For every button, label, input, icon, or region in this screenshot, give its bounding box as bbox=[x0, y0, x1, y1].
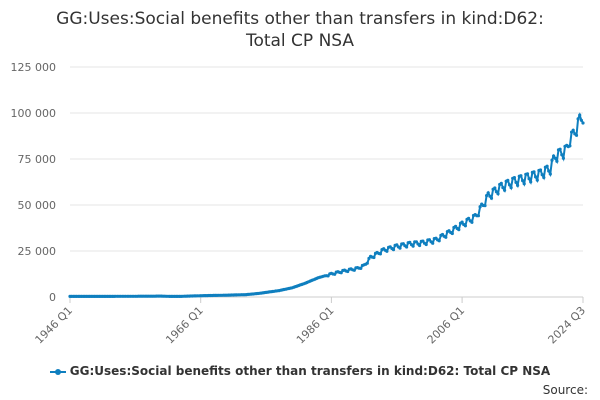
data-point[interactable] bbox=[547, 169, 551, 173]
data-point[interactable] bbox=[555, 159, 559, 163]
x-tick-label: 1986 Q1 bbox=[294, 304, 337, 347]
data-point[interactable] bbox=[398, 246, 402, 250]
data-point[interactable] bbox=[463, 224, 467, 228]
data-point[interactable] bbox=[457, 228, 461, 232]
data-point[interactable] bbox=[333, 272, 337, 276]
y-tick-label: 50 000 bbox=[18, 199, 57, 212]
data-point[interactable] bbox=[418, 243, 422, 248]
chart-title: GG:Uses:Social benefits other than trans… bbox=[0, 8, 600, 52]
data-point[interactable] bbox=[501, 186, 505, 190]
data-point[interactable] bbox=[534, 175, 538, 179]
data-point[interactable] bbox=[532, 170, 536, 174]
data-point[interactable] bbox=[571, 128, 575, 132]
data-point[interactable] bbox=[424, 242, 428, 247]
data-point[interactable] bbox=[579, 118, 584, 122]
data-point[interactable] bbox=[437, 239, 441, 243]
data-point[interactable] bbox=[574, 133, 579, 137]
data-point[interactable] bbox=[365, 261, 369, 265]
data-point[interactable] bbox=[506, 178, 510, 182]
data-point[interactable] bbox=[444, 235, 448, 239]
data-point[interactable] bbox=[359, 266, 363, 270]
data-point[interactable] bbox=[514, 180, 518, 184]
data-point[interactable] bbox=[414, 240, 418, 244]
data-point[interactable] bbox=[431, 241, 435, 245]
data-point[interactable] bbox=[542, 175, 546, 180]
data-point[interactable] bbox=[503, 188, 507, 192]
data-point[interactable] bbox=[346, 269, 350, 274]
x-tick-label: 1946 Q1 bbox=[33, 304, 76, 347]
data-point[interactable] bbox=[527, 177, 531, 181]
data-point[interactable] bbox=[525, 172, 530, 176]
data-point[interactable] bbox=[486, 191, 490, 195]
data-point[interactable] bbox=[519, 174, 523, 178]
data-point[interactable] bbox=[509, 186, 513, 190]
data-point[interactable] bbox=[550, 158, 554, 162]
data-point[interactable] bbox=[548, 172, 552, 176]
data-point[interactable] bbox=[496, 192, 500, 196]
data-point[interactable] bbox=[372, 255, 376, 260]
legend[interactable]: GG:Uses:Social benefits other than trans… bbox=[0, 364, 600, 378]
data-point[interactable] bbox=[540, 173, 544, 177]
data-point[interactable] bbox=[516, 183, 520, 187]
data-point[interactable] bbox=[411, 244, 415, 248]
x-tick-label: 2024 Q3 bbox=[546, 304, 589, 347]
data-point[interactable] bbox=[529, 180, 533, 184]
data-point[interactable] bbox=[467, 216, 471, 220]
data-point[interactable] bbox=[578, 113, 582, 117]
data-point[interactable] bbox=[460, 220, 464, 224]
y-tick-label: 0 bbox=[49, 291, 56, 304]
data-point[interactable] bbox=[352, 268, 356, 272]
data-point[interactable] bbox=[560, 153, 564, 157]
legend-swatch-icon bbox=[49, 367, 66, 377]
data-point[interactable] bbox=[378, 252, 382, 256]
data-point[interactable] bbox=[339, 271, 343, 275]
x-tick-label: 2006 Q1 bbox=[425, 304, 468, 347]
data-point[interactable] bbox=[538, 168, 543, 172]
data-point[interactable] bbox=[478, 205, 482, 209]
data-point[interactable] bbox=[576, 117, 580, 121]
legend-label: GG:Uses:Social benefits other than trans… bbox=[69, 364, 551, 378]
series-line bbox=[70, 112, 584, 298]
data-point[interactable] bbox=[391, 248, 396, 252]
data-point[interactable] bbox=[493, 186, 497, 190]
grid-lines bbox=[70, 66, 583, 298]
y-tick-label: 100 000 bbox=[11, 107, 57, 120]
data-point[interactable] bbox=[499, 181, 503, 185]
data-point[interactable] bbox=[485, 194, 489, 198]
data-point[interactable] bbox=[385, 249, 389, 253]
data-point[interactable] bbox=[568, 144, 572, 148]
chart-title-line-1: GG:Uses:Social benefits other than trans… bbox=[56, 9, 544, 29]
data-point[interactable] bbox=[450, 231, 454, 236]
data-point[interactable] bbox=[512, 176, 517, 180]
data-point[interactable] bbox=[535, 178, 539, 182]
data-point[interactable] bbox=[558, 147, 562, 151]
y-tick-label: 125 000 bbox=[11, 61, 57, 74]
data-point[interactable] bbox=[522, 182, 526, 186]
y-axis: 0 25 000 50 000 75 000 100 000 125 000 bbox=[11, 61, 57, 304]
y-tick-label: 75 000 bbox=[18, 153, 57, 166]
data-point[interactable] bbox=[521, 179, 525, 183]
series-points bbox=[68, 113, 585, 298]
y-tick-label: 25 000 bbox=[18, 245, 57, 258]
data-point[interactable] bbox=[489, 196, 494, 200]
data-point[interactable] bbox=[507, 183, 512, 187]
data-point[interactable] bbox=[552, 154, 556, 158]
data-point[interactable] bbox=[545, 164, 549, 168]
chart-title-line-2: Total CP NSA bbox=[245, 31, 355, 51]
data-point[interactable] bbox=[470, 220, 474, 224]
data-point[interactable] bbox=[408, 240, 412, 244]
data-point[interactable] bbox=[561, 156, 566, 160]
data-point[interactable] bbox=[476, 214, 480, 218]
source-label: Source: bbox=[542, 383, 588, 397]
x-tick-label: 1966 Q1 bbox=[163, 304, 206, 347]
data-point[interactable] bbox=[405, 245, 409, 249]
data-point[interactable] bbox=[553, 156, 557, 160]
x-axis: 1946 Q1 1966 Q1 1986 Q1 2006 Q1 2024 Q3 bbox=[33, 297, 589, 347]
data-point[interactable] bbox=[483, 204, 487, 208]
data-point[interactable] bbox=[581, 121, 585, 125]
